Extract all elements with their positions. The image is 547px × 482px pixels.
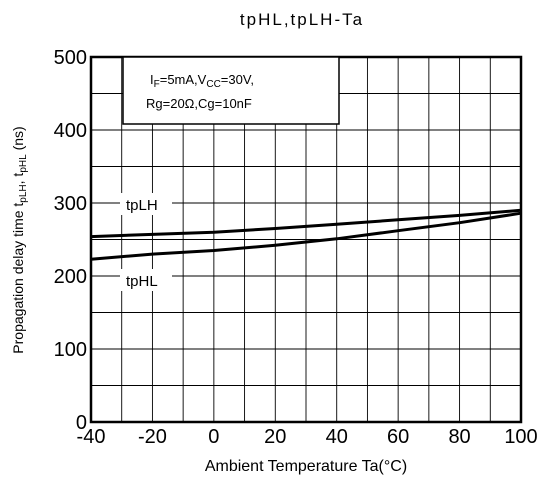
cond-if-sub: F bbox=[154, 79, 160, 90]
x-tick-label: -40 bbox=[77, 426, 106, 448]
y-label-sub-1: pLH bbox=[18, 184, 29, 202]
conditions-box: IF=5mA,VCC=30V, Rg=20Ω,Cg=10nF bbox=[122, 56, 340, 125]
y-axis-label: Propagation delay time tpLH, tpHL (ns) bbox=[10, 126, 29, 353]
y-tick-label: 500 bbox=[54, 47, 87, 69]
y-tick-labels: 0 100 200 300 400 500 bbox=[54, 47, 87, 434]
x-tick-label: 0 bbox=[208, 426, 219, 448]
series-label-bg-tplh bbox=[120, 193, 172, 215]
y-tick-label: 100 bbox=[54, 339, 87, 361]
series-label-tplh: tpLH bbox=[126, 197, 158, 214]
y-tick-label: 400 bbox=[54, 120, 87, 142]
y-label-sub-2: pHL bbox=[18, 154, 29, 173]
conditions-line-1: IF=5mA,VCC=30V, bbox=[150, 72, 254, 90]
conditions-line-2: Rg=20Ω,Cg=10nF bbox=[146, 96, 252, 111]
x-tick-label: 20 bbox=[264, 426, 286, 448]
y-tick-label: 300 bbox=[54, 193, 87, 215]
series-layer bbox=[90, 208, 522, 261]
x-tick-labels: -40 -20 0 20 40 60 80 100 bbox=[77, 426, 538, 448]
x-tick-label: 40 bbox=[326, 426, 348, 448]
y-tick-label: 200 bbox=[54, 266, 87, 288]
series-line-tplh bbox=[90, 208, 522, 239]
cond-vcc-sub: CC bbox=[206, 79, 220, 90]
x-tick-label: 60 bbox=[387, 426, 409, 448]
y-label-prefix: Propagation delay time t bbox=[10, 203, 26, 354]
series-labels: tpLH tpHL bbox=[120, 193, 172, 291]
x-axis-label: Ambient Temperature Ta(°C) bbox=[205, 458, 407, 475]
y-tick-label: 0 bbox=[76, 412, 87, 434]
conditions-box-frame bbox=[122, 56, 340, 125]
x-tick-label: 100 bbox=[504, 426, 537, 448]
series-label-tphl: tpHL bbox=[126, 273, 158, 290]
y-label-suffix: (ns) bbox=[10, 126, 26, 154]
cond-if: I bbox=[150, 72, 154, 87]
series-label-bg-tphl bbox=[120, 269, 172, 291]
x-tick-label: -20 bbox=[138, 426, 167, 448]
x-tick-label: 80 bbox=[448, 426, 470, 448]
cond-if-value: =5mA,V bbox=[160, 72, 207, 87]
cond-vcc-value: =30V, bbox=[221, 72, 254, 87]
chart-title: tpHL,tpLH-Ta bbox=[240, 10, 364, 29]
y-label-mid: , t bbox=[10, 173, 26, 185]
series-line-tphl bbox=[90, 211, 522, 261]
